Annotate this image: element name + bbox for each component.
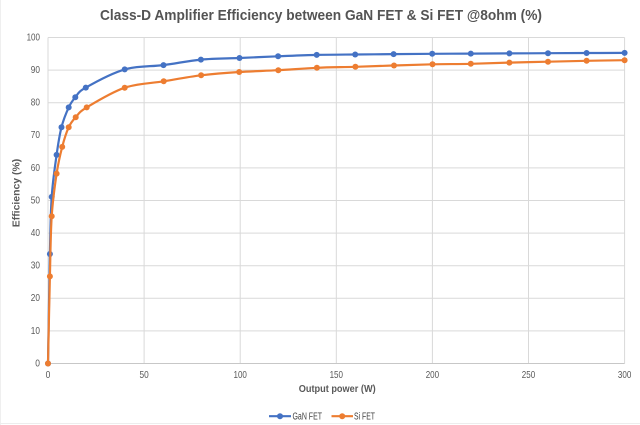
svg-text:20: 20 [31,293,40,304]
svg-text:80: 80 [31,98,40,109]
svg-text:150: 150 [330,370,344,381]
svg-text:0: 0 [35,358,40,369]
svg-text:Si FET: Si FET [354,412,375,423]
svg-text:250: 250 [522,370,536,381]
svg-text:Efficiency (%): Efficiency (%) [11,159,23,228]
svg-text:300: 300 [618,370,632,381]
svg-text:50: 50 [31,195,40,206]
svg-text:0: 0 [46,370,51,381]
svg-text:Output power (W): Output power (W) [299,383,376,395]
svg-text:Class-D Amplifier Efficiency b: Class-D Amplifier Efficiency between GaN… [100,8,542,24]
svg-text:200: 200 [426,370,440,381]
svg-text:50: 50 [140,370,149,381]
svg-text:90: 90 [31,65,40,76]
svg-text:70: 70 [31,130,40,141]
svg-text:60: 60 [31,163,40,174]
svg-text:40: 40 [31,228,40,239]
svg-text:100: 100 [234,370,248,381]
svg-text:100: 100 [27,32,41,43]
svg-text:30: 30 [31,261,40,272]
svg-text:GaN FET: GaN FET [293,412,323,423]
svg-text:10: 10 [31,326,40,337]
